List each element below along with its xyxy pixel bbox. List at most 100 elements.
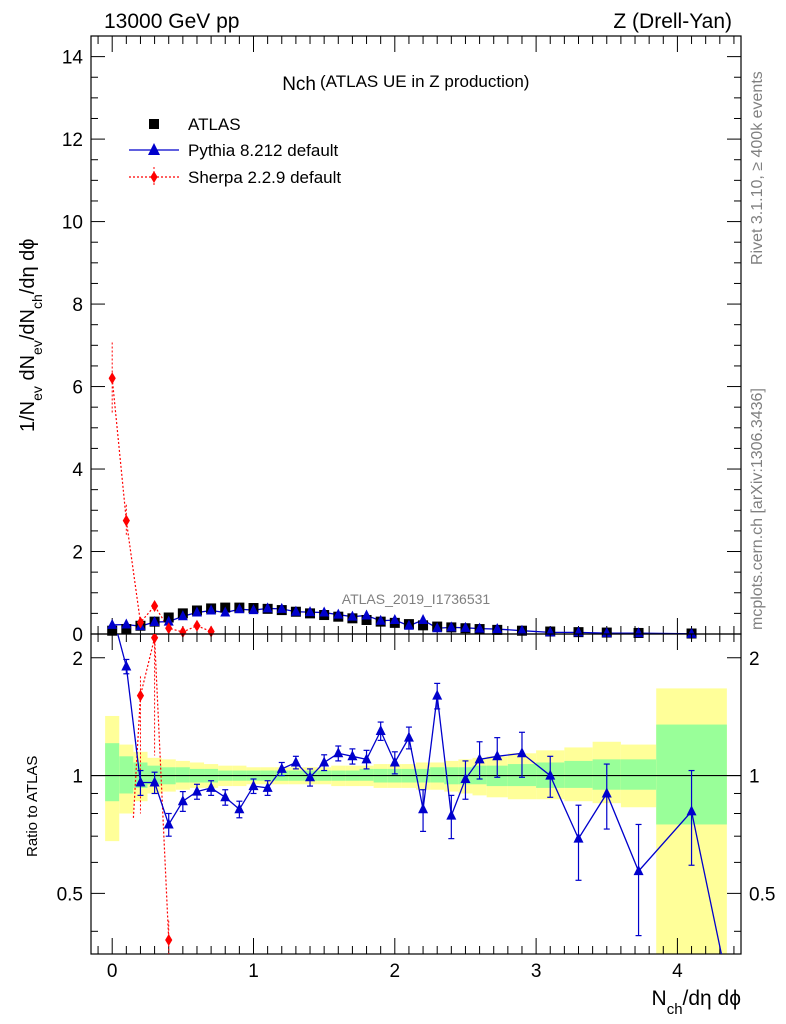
pythia-data-point [601,627,612,638]
side-mcplots-label: mcplots.cern.ch [arXiv:1306.3436] [749,388,766,630]
plot-title-sub: (ATLAS UE in Z production) [320,72,529,91]
top-y-tick-label: 12 [62,130,83,151]
legend-marker-square [149,119,159,129]
pythia-ratio-point [446,809,457,820]
x-tick-label: 2 [390,961,401,982]
pythia-data-point [347,610,358,621]
pythia-ratio-point [248,780,259,791]
pythia-data-point [418,613,429,624]
pythia-ratio-point [403,731,414,742]
pythia-data-point [177,610,188,621]
top-data-layer [107,342,697,639]
pythia-data-point [516,624,527,635]
ratio-band-green [119,756,134,794]
legend-marker-triangle [148,143,160,155]
pythia-data-point [432,622,443,633]
ratio-uncertainty-bands [91,688,741,954]
pythia-ratio-point [492,750,503,761]
analysis-id-label: ATLAS_2019_I1736531 [342,591,491,607]
pythia-ratio-point [206,781,217,792]
sherpa-data-point [179,625,187,638]
atlas-data-point [361,614,372,625]
pythia-ratio-point [545,769,556,780]
legend: ATLAS Pythia 8.212 default Sherpa 2.2.9 de… [129,115,341,187]
pythia-ratio-point [633,865,644,876]
ratio-y-tick-label: 0.5 [57,884,83,905]
pythia-ratio-point [686,805,697,816]
header-right: Z (Drell-Yan) [613,10,732,33]
pythia-ratio-point [347,750,358,761]
pythia-data-point [333,608,344,619]
ratio-x-axis: 0 1 2 3 4 [97,634,735,982]
sherpa-data-point [150,599,159,612]
ratio-y-axis-label: Ratio to ATLAS [24,756,41,857]
sherpa-ratio-point [165,934,173,947]
pythia-ratio-point [177,795,188,806]
pythia-ratio-point [432,689,443,700]
ratio-data-layer [107,607,723,954]
pythia-ratio-point [290,756,301,767]
pythia-ratio-point [389,756,400,767]
pythia-data-point [220,606,231,617]
ratio-band-green [175,767,190,783]
x-tick-label: 4 [672,961,683,982]
top-y-axis-label: 1/Nev dNev/dNch/dη dϕ [17,239,45,432]
pythia-ratio-point [149,776,160,787]
x-tick-label: 0 [107,961,118,982]
pythia-ratio-point [135,776,146,787]
side-rivet-label: Rivet 3.1.10, ≥ 400k events [749,71,766,265]
pythia-data-point [163,615,174,626]
pythia-ratio-point [516,747,527,758]
pythia-ratio-point [121,660,132,671]
pythia-ratio-point [191,785,202,796]
pythia-ratio-point [262,781,273,792]
pythia-ratio-point [601,787,612,798]
pythia-data-point [149,616,160,627]
legend-label: Pythia 8.212 default [188,141,339,160]
pythia-ratio-point [276,762,287,773]
x-axis-label: Nch/dη dϕ [652,987,741,1018]
pythia-ratio-point [375,724,386,735]
sherpa-ratio-point [150,634,159,644]
pythia-ratio-point [418,803,429,814]
top-y-axis-label-text: 1/Nev dNev/dNch/dη dϕ [17,239,45,432]
sherpa-data-point [136,616,145,629]
atlas-data-point [418,620,429,631]
pythia-data-point [191,606,202,617]
top-y-tick-label: 8 [72,295,83,316]
pythia-line [112,607,692,635]
sherpa-data-point [165,622,173,635]
ratio-panel: 0.5 0.5 1 1 2 2 0 1 2 3 4 Ratio to ATLAS [24,607,775,982]
ratio-y-tick-label-right: 0.5 [749,884,775,905]
sherpa-data-point [108,372,116,385]
top-panel: Nch (ATLAS UE in Z production) ATLAS_201… [17,35,742,646]
pythia-ratio-point [107,607,117,617]
pythia-ratio-point [220,791,231,802]
pythia-data-point [206,604,217,615]
pythia-ratio-point [305,771,316,782]
top-y-axis: 0 2 4 6 8 10 12 14 [62,48,741,646]
sherpa-ratio-point [136,689,145,702]
pythia-data-point [686,627,697,638]
x-tick-label: 1 [248,961,259,982]
pythia-data-point [633,627,644,638]
pythia-data-point [375,614,386,625]
pythia-data-point [492,623,503,634]
legend-label: ATLAS [188,115,241,134]
pythia-ratio-point [163,818,174,829]
pythia-ratio-point [460,772,471,783]
pythia-data-point [403,619,414,630]
ratio-y-axis: 0.5 0.5 1 1 2 2 [57,649,775,932]
top-y-tick-label: 6 [72,378,83,399]
pythia-data-point [107,618,118,629]
top-y-tick-label: 4 [72,460,83,481]
pythia-data-point [446,621,457,632]
ratio-band-green [564,760,593,788]
atlas-data-point [121,624,132,635]
ratio-y-tick-label-right: 2 [749,649,760,670]
pythia-data-point [389,613,400,624]
ratio-band-green [620,759,657,790]
pythia-data-point [305,606,316,617]
ratio-y-tick-label: 1 [72,767,83,788]
